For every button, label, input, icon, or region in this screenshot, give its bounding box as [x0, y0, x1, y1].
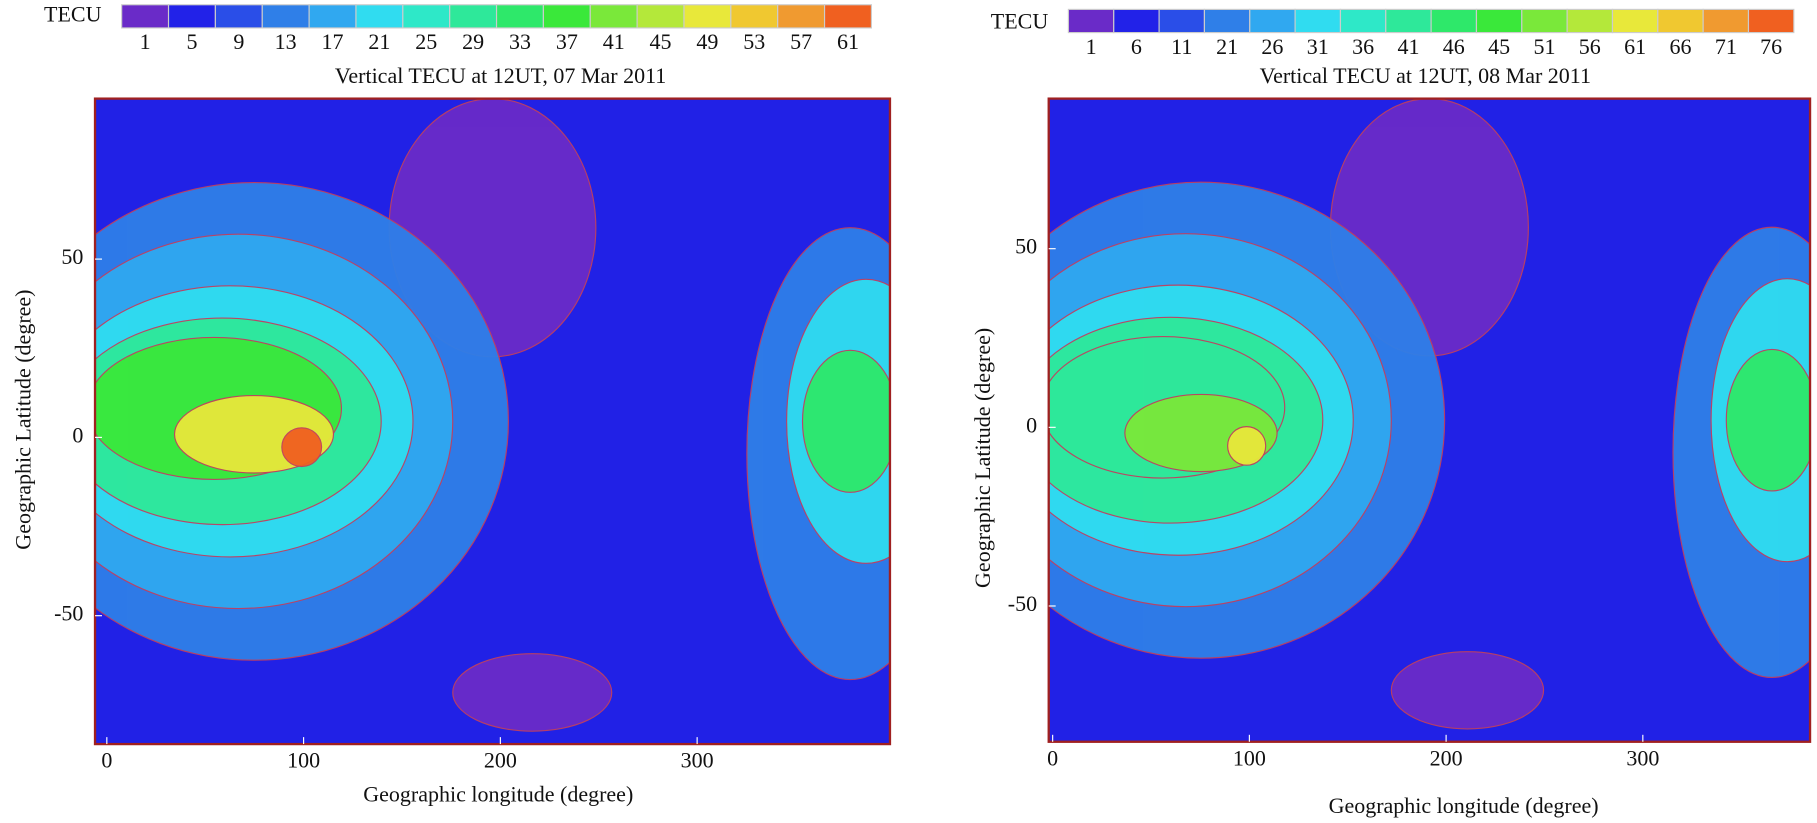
colorbar-tick-label: 41: [1397, 34, 1419, 59]
colorbar-cell: [449, 4, 498, 29]
colorbar-tick-label: 21: [1216, 34, 1238, 59]
colorbar-cell: [402, 4, 451, 29]
colorbar-tick-label: 29: [462, 29, 484, 54]
colorbar-cell: [542, 4, 591, 29]
colorbar-cell: [636, 4, 685, 29]
colorbar-tick-label: 41: [603, 29, 625, 54]
colorbar-cell: [1611, 8, 1659, 34]
y-axis-label: Geographic Latitude (degree): [970, 328, 995, 588]
colorbar-tick-label: 56: [1579, 34, 1601, 59]
y-tick-label: 0: [72, 422, 83, 447]
x-axis-label: Geographic longitude (degree): [363, 781, 633, 806]
contour-region: [1390, 651, 1545, 730]
colorbar-cell: [1294, 8, 1342, 34]
chart-title: Vertical TECU at 12UT, 08 Mar 2011: [1260, 63, 1591, 88]
colorbar-label: TECU: [991, 8, 1049, 33]
colorbar-tick-label: 33: [509, 29, 531, 54]
colorbar-tick-label: 61: [1624, 34, 1646, 59]
colorbar-cell: [1385, 8, 1432, 34]
colorbar-cell: [1249, 8, 1296, 34]
colorbar-cell: [1566, 8, 1614, 34]
colorbar-cell: [1430, 8, 1478, 34]
colorbar-tick-label: 49: [696, 29, 718, 54]
colorbar-tick-label: 45: [650, 29, 672, 54]
contour-region: [452, 653, 613, 732]
colorbar-cell: [355, 4, 404, 29]
plot-frame: [1047, 97, 1812, 743]
colorbar-tick-label: 26: [1261, 34, 1283, 59]
colorbar-tick-label: 31: [1307, 34, 1329, 59]
contour-region: [801, 349, 890, 493]
colorbar-cell: [589, 4, 638, 29]
y-tick-label: 0: [1026, 412, 1037, 437]
colorbar-tick-label: 46: [1443, 34, 1465, 59]
colorbar-cell: [1702, 8, 1750, 34]
colorbar-cell: [1339, 8, 1387, 34]
colorbar-tick-label: 13: [275, 29, 297, 54]
contour-field: [1048, 98, 1811, 730]
y-tick-label: 50: [61, 244, 83, 269]
colorbar-tick-label: 5: [186, 29, 197, 54]
colorbar-cell: [777, 4, 826, 29]
x-tick-label: 0: [1047, 745, 1058, 770]
colorbar-cell: [1747, 8, 1795, 34]
y-axis-label: Geographic Latitude (degree): [11, 290, 36, 550]
colorbar-cell: [167, 4, 216, 29]
colorbar-cell: [214, 4, 263, 29]
x-axis-label: Geographic longitude (degree): [1329, 793, 1599, 818]
colorbar-cell: [121, 4, 170, 29]
colorbar-tick-label: 36: [1352, 34, 1374, 59]
colorbar-cell: [1475, 8, 1523, 34]
colorbar-tick-label: 17: [322, 29, 344, 54]
colorbar-cell: [1158, 8, 1206, 34]
colorbar-tick-label: 66: [1669, 34, 1691, 59]
colorbar-tick-label: 51: [1533, 34, 1555, 59]
colorbar-cell: [823, 4, 872, 29]
colorbar-cell: [1203, 8, 1251, 34]
colorbar-tick-label: 1: [1086, 34, 1097, 59]
colorbar-tick-label: 61: [837, 29, 859, 54]
colorbar-cell: [1067, 8, 1115, 34]
contour-region: [281, 427, 323, 468]
chart-title: Vertical TECU at 12UT, 07 Mar 2011: [335, 63, 666, 88]
x-tick-label: 300: [681, 748, 714, 773]
colorbar-cell: [308, 4, 357, 29]
colorbar-tick-label: 37: [556, 29, 578, 54]
y-tick-label: -50: [54, 601, 83, 626]
contour-region: [1725, 348, 1811, 492]
colorbar-tick-label: 71: [1715, 34, 1737, 59]
colorbar-tick-label: 45: [1488, 34, 1510, 59]
colorbar-tick-label: 57: [790, 29, 812, 54]
contour-field: [95, 98, 890, 732]
colorbar-cell: [730, 4, 779, 29]
colorbar-tick-label: 25: [415, 29, 437, 54]
colorbar-cell: [495, 4, 544, 29]
colorbar-cell: [261, 4, 310, 29]
x-tick-label: 300: [1626, 745, 1659, 770]
y-tick-label: 50: [1015, 234, 1037, 259]
colorbar-tick-label: 53: [743, 29, 765, 54]
colorbar-label: TECU: [44, 1, 102, 26]
x-tick-label: 100: [287, 748, 320, 773]
colorbar-cell: [683, 4, 732, 29]
colorbar-tick-label: 76: [1760, 34, 1782, 59]
x-tick-label: 200: [1430, 745, 1463, 770]
colorbar-tick-label: 11: [1171, 34, 1192, 59]
x-tick-label: 100: [1233, 745, 1266, 770]
contour-region: [1227, 426, 1267, 466]
colorbar-cell: [1521, 8, 1568, 34]
colorbar-tick-label: 21: [368, 29, 390, 54]
colorbar-tick-label: 1: [140, 29, 151, 54]
x-tick-label: 0: [101, 748, 112, 773]
x-tick-label: 200: [484, 748, 517, 773]
colorbar-cell: [1657, 8, 1704, 34]
y-tick-label: -50: [1008, 591, 1037, 616]
colorbar-tick-label: 9: [233, 29, 244, 54]
colorbar-cell: [1113, 8, 1160, 34]
plot-frame: [93, 97, 892, 746]
colorbar-tick-label: 6: [1131, 34, 1142, 59]
